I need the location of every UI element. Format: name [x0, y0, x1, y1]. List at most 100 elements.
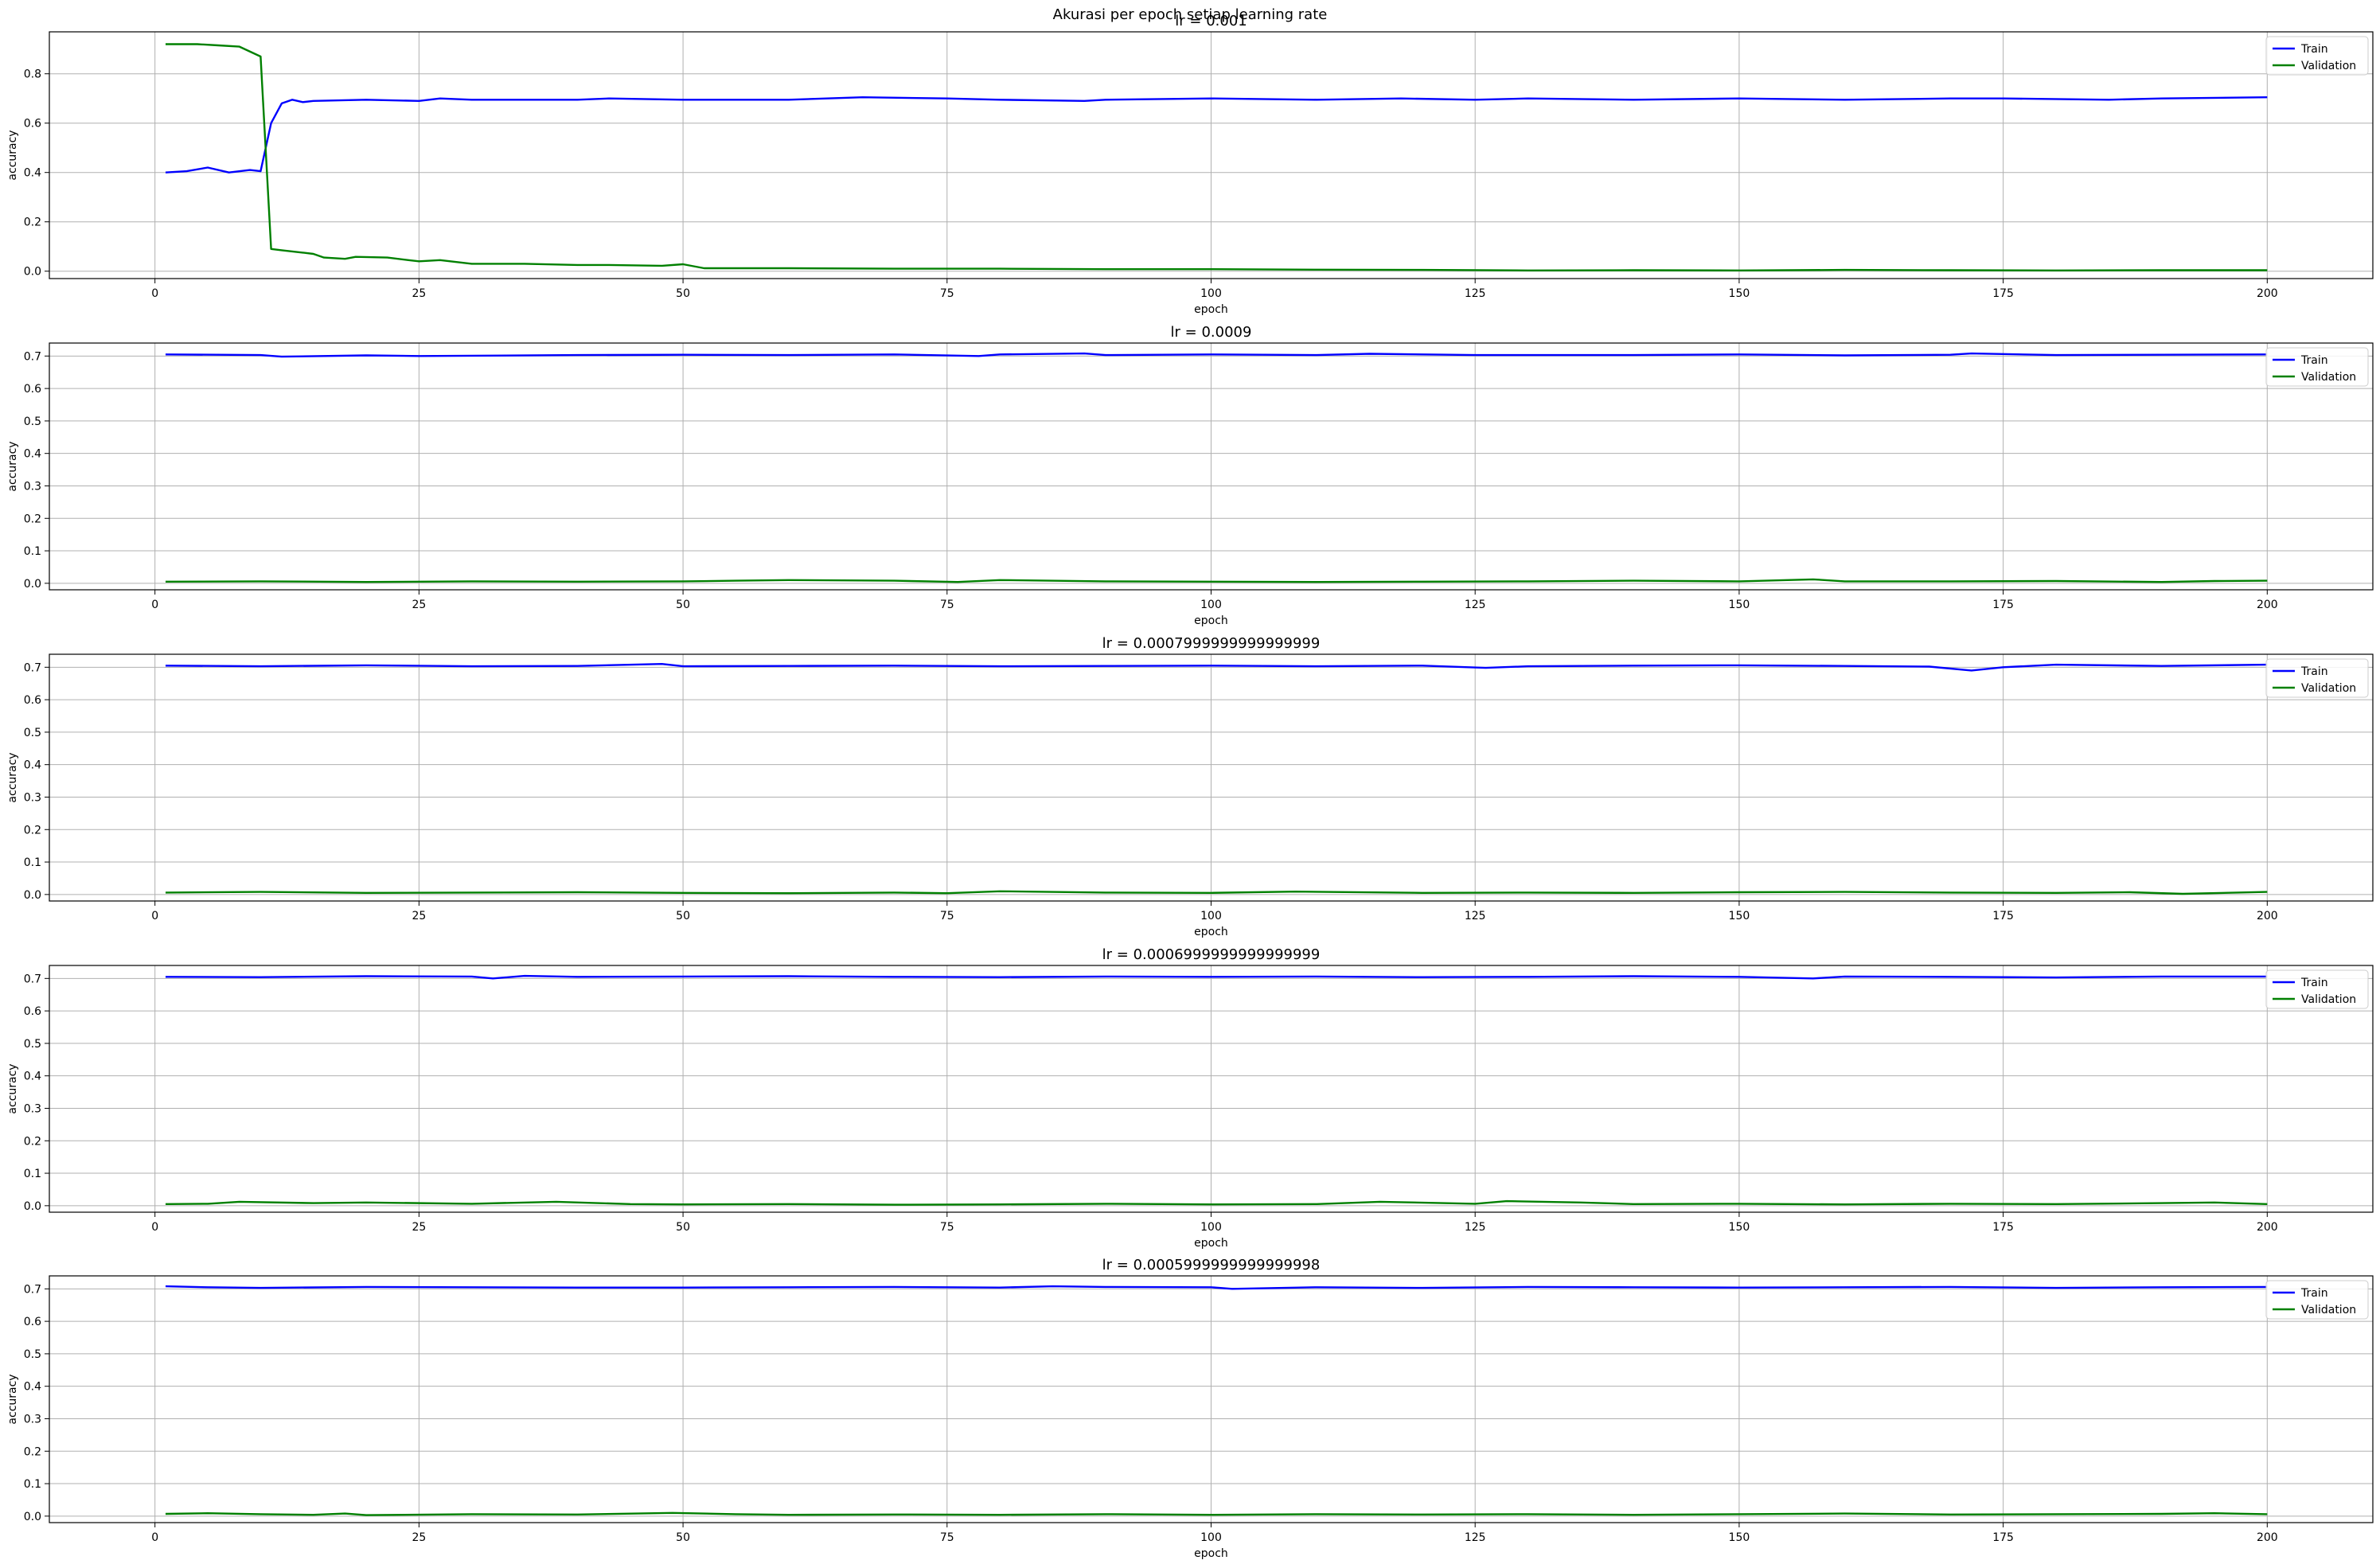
- x-tick-label: 75: [940, 1221, 954, 1234]
- x-tick-label: 200: [2257, 910, 2278, 922]
- legend-label-train: Train: [2300, 977, 2328, 989]
- figure-suptitle: Akurasi per epoch setiap learning rate: [1053, 6, 1328, 23]
- y-tick-label: 0.4: [24, 1071, 41, 1083]
- legend-label-train: Train: [2300, 354, 2328, 367]
- legend-label-train: Train: [2300, 43, 2328, 56]
- legend-label-validation: Validation: [2301, 371, 2356, 384]
- x-tick-label: 175: [1992, 1531, 2014, 1544]
- x-tick-label: 25: [412, 599, 426, 611]
- legend-label-train: Train: [2300, 665, 2328, 678]
- x-tick-label: 25: [412, 910, 426, 922]
- series-line-validation: [165, 890, 2268, 895]
- y-tick-label: 0.3: [24, 480, 41, 493]
- x-tick-label: 175: [1992, 910, 2014, 922]
- x-tick-label: 150: [1729, 910, 1750, 922]
- x-tick-label: 150: [1729, 1221, 1750, 1234]
- x-tick-label: 150: [1729, 287, 1750, 300]
- y-tick-label: 0.6: [24, 1316, 41, 1328]
- series-line-train: [165, 1285, 2268, 1290]
- chart-title: lr = 0.001: [1175, 13, 1247, 29]
- x-tick-label: 125: [1465, 1531, 1486, 1544]
- chart-title: lr = 0.0007999999999999999: [1102, 635, 1321, 652]
- x-tick-label: 125: [1465, 910, 1486, 922]
- y-tick-label: 0.7: [24, 1283, 41, 1296]
- y-axis-label: accuracy: [6, 1063, 19, 1114]
- y-tick-label: 0.5: [24, 415, 41, 428]
- y-tick-label: 0.6: [24, 383, 41, 396]
- y-tick-label: 0.1: [24, 856, 41, 869]
- x-tick-label: 75: [940, 287, 954, 300]
- x-tick-label: 75: [940, 599, 954, 611]
- x-tick-label: 0: [151, 599, 158, 611]
- x-tick-label: 200: [2257, 287, 2278, 300]
- y-tick-label: 0.6: [24, 118, 41, 131]
- y-tick-label: 0.0: [24, 889, 41, 902]
- series-line-train: [165, 663, 2268, 672]
- y-tick-label: 0.6: [24, 1005, 41, 1018]
- x-tick-label: 50: [676, 1531, 690, 1544]
- y-tick-label: 0.4: [24, 759, 41, 772]
- legend-label-validation: Validation: [2301, 682, 2356, 695]
- series-line-validation: [165, 1511, 2268, 1516]
- y-tick-label: 0.2: [24, 216, 41, 229]
- x-tick-label: 50: [676, 1221, 690, 1234]
- x-tick-label: 150: [1729, 1531, 1750, 1544]
- y-tick-label: 0.1: [24, 1168, 41, 1180]
- x-tick-label: 100: [1200, 599, 1222, 611]
- x-tick-label: 0: [151, 1531, 158, 1544]
- y-tick-label: 0.0: [24, 1200, 41, 1213]
- y-tick-label: 0.1: [24, 1478, 41, 1491]
- x-tick-label: 75: [940, 1531, 954, 1544]
- x-axis-label: epoch: [1194, 926, 1228, 938]
- x-tick-label: 125: [1465, 287, 1486, 300]
- x-tick-label: 200: [2257, 1221, 2278, 1234]
- chart-title: lr = 0.0009: [1171, 324, 1252, 341]
- x-tick-label: 100: [1200, 1531, 1222, 1544]
- y-tick-label: 0.4: [24, 167, 41, 180]
- legend-label-validation: Validation: [2301, 60, 2356, 72]
- x-tick-label: 150: [1729, 599, 1750, 611]
- legend-label-train: Train: [2300, 1287, 2328, 1300]
- series-line-train: [165, 96, 2268, 174]
- y-tick-label: 0.3: [24, 1102, 41, 1115]
- series-line-train: [165, 974, 2268, 980]
- y-axis-label: accuracy: [6, 441, 19, 491]
- y-tick-label: 0.3: [24, 791, 41, 804]
- x-tick-label: 50: [676, 599, 690, 611]
- y-tick-label: 0.8: [24, 68, 41, 81]
- y-tick-label: 0.7: [24, 350, 41, 363]
- series-line-validation: [165, 578, 2268, 583]
- series-line-train: [165, 352, 2268, 358]
- chart-title: lr = 0.0005999999999999998: [1102, 1257, 1321, 1273]
- x-tick-label: 25: [412, 1531, 426, 1544]
- x-tick-label: 25: [412, 1221, 426, 1234]
- y-tick-label: 0.1: [24, 545, 41, 558]
- x-tick-label: 0: [151, 910, 158, 922]
- x-tick-label: 100: [1200, 910, 1222, 922]
- y-tick-label: 0.2: [24, 1135, 41, 1148]
- x-axis-label: epoch: [1194, 614, 1228, 627]
- x-tick-label: 175: [1992, 287, 2014, 300]
- x-tick-label: 100: [1200, 1221, 1222, 1234]
- y-tick-label: 0.7: [24, 973, 41, 985]
- x-tick-label: 100: [1200, 287, 1222, 300]
- legend-label-validation: Validation: [2301, 1304, 2356, 1316]
- chart-title: lr = 0.0006999999999999999: [1102, 946, 1321, 963]
- x-axis-label: epoch: [1194, 1237, 1228, 1250]
- x-tick-label: 200: [2257, 599, 2278, 611]
- x-tick-label: 175: [1992, 1221, 2014, 1234]
- y-axis-label: accuracy: [6, 130, 19, 180]
- y-tick-label: 0.4: [24, 448, 41, 461]
- x-tick-label: 125: [1465, 1221, 1486, 1234]
- y-tick-label: 0.2: [24, 513, 41, 525]
- x-axis-label: epoch: [1194, 1547, 1228, 1560]
- x-tick-label: 0: [151, 1221, 158, 1234]
- y-tick-label: 0.0: [24, 578, 41, 591]
- series-line-validation: [166, 43, 2268, 271]
- y-tick-label: 0.2: [24, 824, 41, 837]
- y-tick-label: 0.0: [24, 266, 41, 279]
- series-line-validation: [165, 1199, 2268, 1206]
- x-tick-label: 125: [1465, 599, 1486, 611]
- y-tick-label: 0.6: [24, 694, 41, 707]
